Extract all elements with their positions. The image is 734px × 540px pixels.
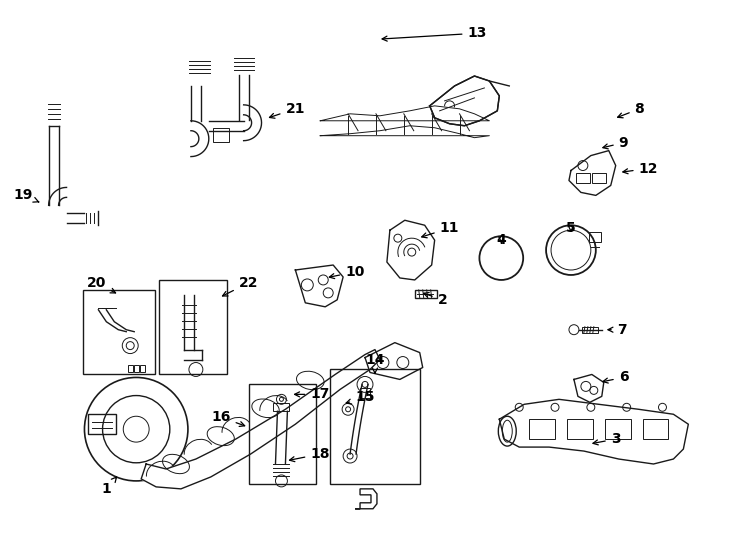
Bar	[589, 232, 601, 242]
Bar	[415, 290, 437, 298]
Bar	[140, 364, 145, 373]
Text: 19: 19	[14, 188, 39, 202]
Bar	[642, 419, 669, 439]
Polygon shape	[295, 265, 343, 307]
Polygon shape	[387, 220, 435, 280]
Text: 1: 1	[101, 477, 117, 496]
Polygon shape	[320, 106, 490, 138]
Text: 7: 7	[608, 323, 626, 337]
Bar	[529, 419, 555, 439]
Polygon shape	[499, 400, 688, 464]
Polygon shape	[141, 349, 380, 489]
Text: 13: 13	[382, 26, 487, 41]
Text: 6: 6	[603, 370, 628, 384]
Bar	[592, 172, 606, 184]
Text: 8: 8	[617, 102, 644, 118]
Text: 12: 12	[623, 161, 658, 176]
Text: 15: 15	[346, 390, 374, 404]
Polygon shape	[574, 374, 604, 402]
Bar	[159, 280, 227, 374]
Text: 22: 22	[222, 276, 258, 296]
Bar	[582, 327, 597, 333]
Text: 17: 17	[294, 387, 330, 401]
Bar	[84, 290, 155, 374]
Bar	[576, 172, 590, 184]
Bar	[88, 414, 116, 434]
Text: 18: 18	[289, 447, 330, 462]
Polygon shape	[429, 76, 499, 126]
Polygon shape	[365, 342, 423, 380]
Bar	[360, 388, 370, 399]
Text: 10: 10	[330, 265, 365, 279]
Bar	[274, 403, 289, 411]
Polygon shape	[569, 151, 616, 195]
Text: 9: 9	[603, 136, 628, 150]
Bar	[213, 128, 229, 141]
Text: 21: 21	[269, 102, 305, 118]
Bar	[128, 364, 133, 373]
Text: 14: 14	[366, 353, 385, 373]
Bar	[249, 384, 316, 484]
Text: 2: 2	[424, 293, 448, 307]
Text: 20: 20	[87, 276, 115, 293]
Text: 11: 11	[422, 221, 459, 238]
Bar	[605, 419, 631, 439]
Text: 4: 4	[496, 233, 506, 247]
Bar	[567, 419, 593, 439]
Text: 5: 5	[566, 221, 575, 235]
Bar	[330, 369, 420, 484]
Text: 16: 16	[211, 410, 244, 427]
Bar	[134, 364, 139, 373]
Text: 3: 3	[593, 432, 620, 446]
